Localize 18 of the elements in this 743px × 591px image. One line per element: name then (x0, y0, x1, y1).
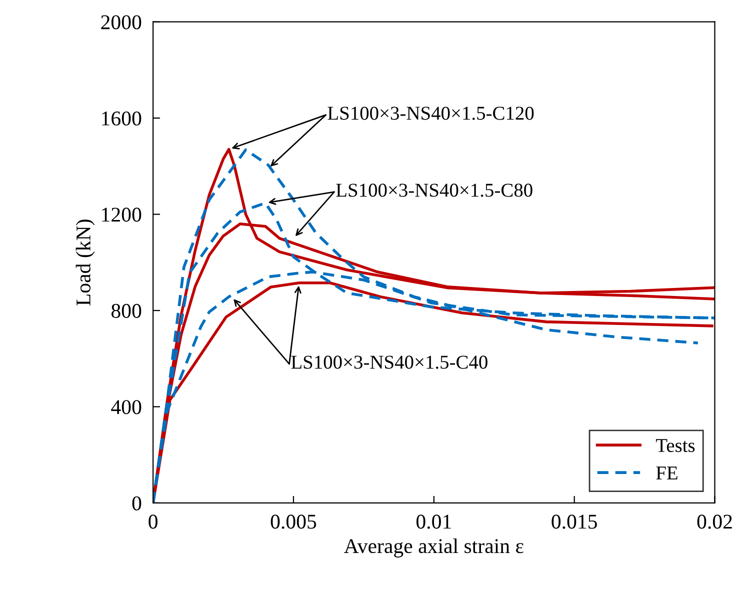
x-tick-label: 0.02 (697, 514, 732, 529)
x-tick-label: 0.005 (270, 514, 316, 529)
legend-label: Tests (656, 439, 695, 452)
annotation: LS100×3-NS40×1.5-C40 (291, 356, 488, 369)
y-tick-label: 1600 (102, 111, 142, 126)
legend-label: FE (656, 466, 678, 480)
x-axis-title: Average axial strain ε (344, 538, 524, 558)
x-tick-label: 0.015 (552, 514, 597, 529)
annotation: LS100×3-NS40×1.5-C80 (336, 184, 532, 197)
x-tick-label: 0.01 (416, 514, 451, 529)
annotation: LS100×3-NS40×1.5-C120 (328, 106, 534, 120)
y-tick-label: 800 (111, 304, 142, 318)
y-tick-label: 1200 (102, 208, 142, 222)
y-tick-label: 400 (111, 400, 142, 414)
y-tick-label: 2000 (101, 15, 142, 30)
y-axis-title: Load (kN) (76, 220, 95, 306)
y-tick-label: 0 (132, 496, 142, 510)
x-tick-label: 0 (148, 514, 158, 529)
